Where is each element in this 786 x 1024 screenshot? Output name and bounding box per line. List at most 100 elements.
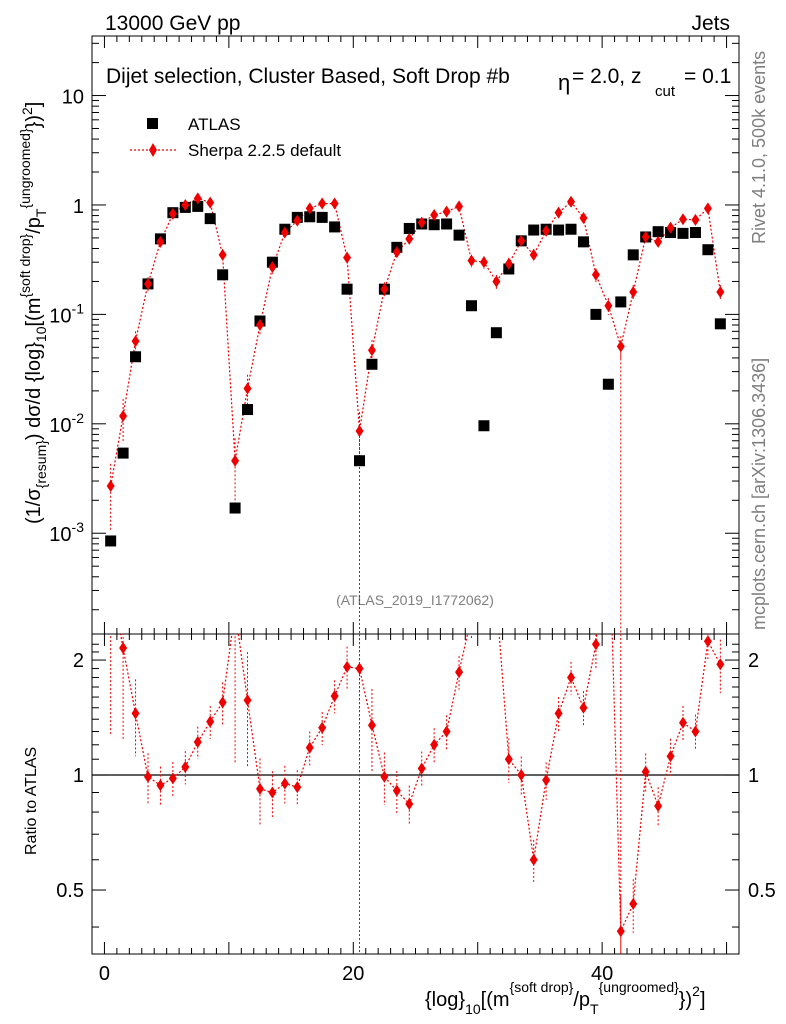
- sherpa-point: [716, 286, 725, 299]
- sherpa-point: [417, 216, 426, 229]
- ratio-point: [405, 797, 414, 810]
- sherpa-point: [293, 214, 302, 227]
- ratio-plot-frame: [91, 633, 740, 955]
- sherpa-point: [231, 454, 240, 467]
- ratio-point: [243, 694, 252, 707]
- atlas-point: [490, 327, 502, 339]
- sherpa-point: [554, 206, 563, 219]
- ratio-point: [268, 786, 277, 799]
- legend-atlas-marker: [147, 118, 158, 129]
- sherpa-point: [467, 254, 476, 267]
- atlas-point: [403, 222, 415, 234]
- atlas-point: [615, 296, 627, 308]
- rivet-version: Rivet 4.1.0, 500k events: [749, 51, 769, 244]
- sherpa-point: [280, 226, 289, 239]
- y-tick-label: 10-3: [49, 519, 84, 546]
- ratio-point: [305, 741, 314, 754]
- atlas-point: [329, 221, 341, 233]
- sherpa-point: [679, 213, 688, 226]
- atlas-point: [702, 244, 714, 256]
- sherpa-point: [703, 202, 712, 215]
- sherpa-point: [616, 340, 625, 353]
- sherpa-point: [604, 299, 613, 312]
- sherpa-point: [131, 335, 140, 348]
- atlas-point: [316, 211, 328, 223]
- ratio-point: [318, 721, 327, 734]
- sherpa-point: [654, 235, 663, 248]
- ratio-point: [567, 671, 576, 684]
- atlas-point: [714, 318, 726, 330]
- ratio-point: [542, 774, 551, 787]
- plot-title-end: = 0.1: [684, 65, 731, 88]
- ratio-point: [156, 779, 165, 792]
- ratio-point: [380, 770, 389, 783]
- header-right: Jets: [691, 12, 730, 35]
- y-tick-label: 10-2: [49, 410, 84, 437]
- sherpa-line: [110, 197, 721, 487]
- sherpa-point: [529, 248, 538, 261]
- ratio-point: [193, 736, 202, 749]
- sherpa-point: [168, 207, 177, 220]
- sherpa-point: [193, 192, 202, 205]
- sherpa-point: [641, 230, 650, 243]
- atlas-point: [602, 378, 614, 390]
- legend-sherpa-marker: [149, 143, 157, 157]
- legend: ATLAS Sherpa 2.2.5 default: [130, 115, 341, 160]
- ratio-point: [355, 662, 364, 675]
- plot-title: Dijet selection, Cluster Based, Soft Dro…: [106, 65, 731, 100]
- mcplots-credit: mcplots.cern.ch [arXiv:1306.3436]: [749, 358, 769, 630]
- atlas-point: [627, 249, 639, 261]
- ratio-point: [131, 707, 140, 720]
- sherpa-point: [143, 277, 152, 290]
- legend-sherpa-label: Sherpa 2.2.5 default: [188, 141, 341, 160]
- ratio-point: [504, 753, 513, 766]
- ratio-series-group: [110, 199, 725, 954]
- ratio-point: [392, 784, 401, 797]
- sherpa-point: [542, 224, 551, 237]
- ratio-y-tick-label: 1: [73, 765, 84, 787]
- sherpa-point: [156, 235, 165, 248]
- ratio-point: [480, 199, 488, 211]
- sherpa-point: [343, 251, 352, 264]
- atlas-point: [528, 224, 540, 236]
- atlas-point: [689, 227, 701, 239]
- sherpa-point: [629, 286, 638, 299]
- sherpa-point: [479, 256, 488, 269]
- atlas-point: [105, 535, 117, 547]
- plot-title-beta: η: [558, 70, 570, 95]
- atlas-point: [428, 219, 440, 231]
- atlas-point: [341, 283, 353, 295]
- ratio-point: [629, 897, 638, 910]
- ratio-point: [455, 666, 464, 679]
- sherpa-point: [492, 275, 501, 288]
- ratio-point: [218, 696, 227, 709]
- ratio-point: [143, 770, 152, 783]
- sherpa-point: [218, 248, 227, 261]
- ratio-point: [517, 769, 526, 782]
- y-tick-label: 10-1: [49, 300, 84, 327]
- ratio-y-tick-label: 0.5: [56, 880, 84, 902]
- ratio-point: [679, 716, 688, 729]
- y-axis-title-main: (1/σ{resum}) dσ/d {log}10[(m{soft drop}/…: [17, 102, 49, 524]
- sherpa-point: [268, 261, 277, 274]
- sherpa-point: [318, 197, 327, 210]
- ratio-point: [442, 725, 451, 738]
- ratio-point: [168, 772, 177, 785]
- ratio-point: [330, 690, 339, 703]
- atlas-point: [117, 447, 129, 459]
- y-axis-title-ratio: Ratio to ATLAS: [23, 747, 40, 855]
- atlas-point: [652, 226, 664, 238]
- atlas-point: [192, 200, 204, 212]
- ratio-point: [119, 642, 128, 655]
- ratio-point: [430, 738, 439, 751]
- sherpa-point: [455, 200, 464, 213]
- atlas-point: [465, 300, 477, 312]
- atlas-point: [217, 269, 229, 281]
- atlas-point: [354, 455, 366, 467]
- ratio-point: [691, 725, 700, 738]
- ratio-point: [591, 638, 600, 651]
- ratio-y-tick-label-right: 0.5: [748, 880, 776, 902]
- sherpa-point: [517, 234, 526, 247]
- ratio-line: [119, 634, 721, 932]
